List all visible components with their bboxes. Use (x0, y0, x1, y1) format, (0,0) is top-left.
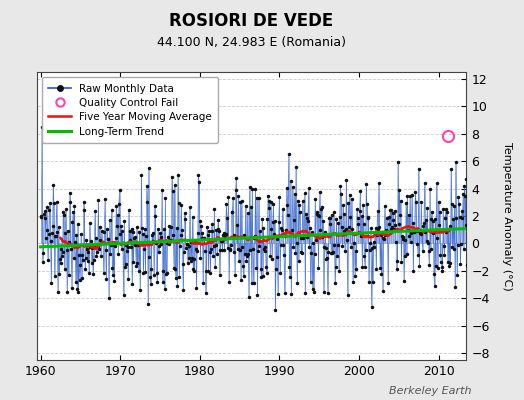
Y-axis label: Temperature Anomaly (°C): Temperature Anomaly (°C) (502, 142, 512, 290)
Text: Berkeley Earth: Berkeley Earth (389, 386, 472, 396)
Legend: Raw Monthly Data, Quality Control Fail, Five Year Moving Average, Long-Term Tren: Raw Monthly Data, Quality Control Fail, … (42, 77, 219, 143)
Text: 44.100 N, 24.983 E (Romania): 44.100 N, 24.983 E (Romania) (157, 36, 346, 49)
Text: ROSIORI DE VEDE: ROSIORI DE VEDE (169, 12, 334, 30)
